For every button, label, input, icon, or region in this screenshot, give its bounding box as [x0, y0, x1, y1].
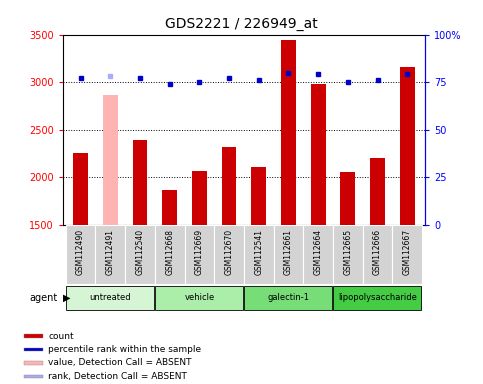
Text: GDS2221 / 226949_at: GDS2221 / 226949_at — [165, 17, 318, 31]
Bar — [244, 225, 273, 284]
Bar — [244, 286, 332, 310]
Bar — [73, 153, 88, 225]
Text: GSM112667: GSM112667 — [403, 229, 412, 275]
Bar — [370, 158, 385, 225]
Bar — [155, 225, 185, 284]
Text: untreated: untreated — [89, 293, 131, 302]
Text: GSM112670: GSM112670 — [225, 229, 234, 275]
Text: vehicle: vehicle — [184, 293, 214, 302]
Bar — [251, 167, 266, 225]
Bar — [96, 225, 125, 284]
Text: GSM112668: GSM112668 — [165, 229, 174, 275]
Text: GSM112669: GSM112669 — [195, 229, 204, 275]
Text: GSM112540: GSM112540 — [136, 229, 144, 275]
Text: GSM112541: GSM112541 — [254, 229, 263, 275]
Bar — [155, 286, 243, 310]
Bar — [103, 95, 118, 225]
Text: GSM112661: GSM112661 — [284, 229, 293, 275]
Bar — [281, 40, 296, 225]
Text: rank, Detection Call = ABSENT: rank, Detection Call = ABSENT — [48, 372, 187, 381]
Bar — [333, 225, 363, 284]
Text: GSM112664: GSM112664 — [313, 229, 323, 275]
Bar — [24, 334, 43, 338]
Bar — [125, 225, 155, 284]
Bar — [132, 140, 147, 225]
Bar — [185, 225, 214, 284]
Bar — [24, 361, 43, 365]
Text: lipopolysaccharide: lipopolysaccharide — [338, 293, 417, 302]
Bar — [162, 190, 177, 225]
Bar — [192, 171, 207, 225]
Bar — [66, 286, 154, 310]
Text: GSM112666: GSM112666 — [373, 229, 382, 275]
Text: ▶: ▶ — [63, 293, 71, 303]
Text: galectin-1: galectin-1 — [268, 293, 310, 302]
Bar — [24, 348, 43, 351]
Text: count: count — [48, 331, 74, 341]
Bar — [66, 225, 96, 284]
Bar — [24, 374, 43, 378]
Bar — [303, 225, 333, 284]
Text: GSM112665: GSM112665 — [343, 229, 352, 275]
Text: GSM112491: GSM112491 — [106, 229, 115, 275]
Text: value, Detection Call = ABSENT: value, Detection Call = ABSENT — [48, 358, 192, 367]
Bar — [392, 225, 422, 284]
Bar — [400, 67, 414, 225]
Bar — [273, 225, 303, 284]
Bar — [341, 172, 355, 225]
Bar — [333, 286, 422, 310]
Text: percentile rank within the sample: percentile rank within the sample — [48, 345, 201, 354]
Bar — [222, 147, 237, 225]
Text: agent: agent — [30, 293, 58, 303]
Bar — [214, 225, 244, 284]
Bar — [311, 84, 326, 225]
Bar — [363, 225, 392, 284]
Text: GSM112490: GSM112490 — [76, 229, 85, 275]
